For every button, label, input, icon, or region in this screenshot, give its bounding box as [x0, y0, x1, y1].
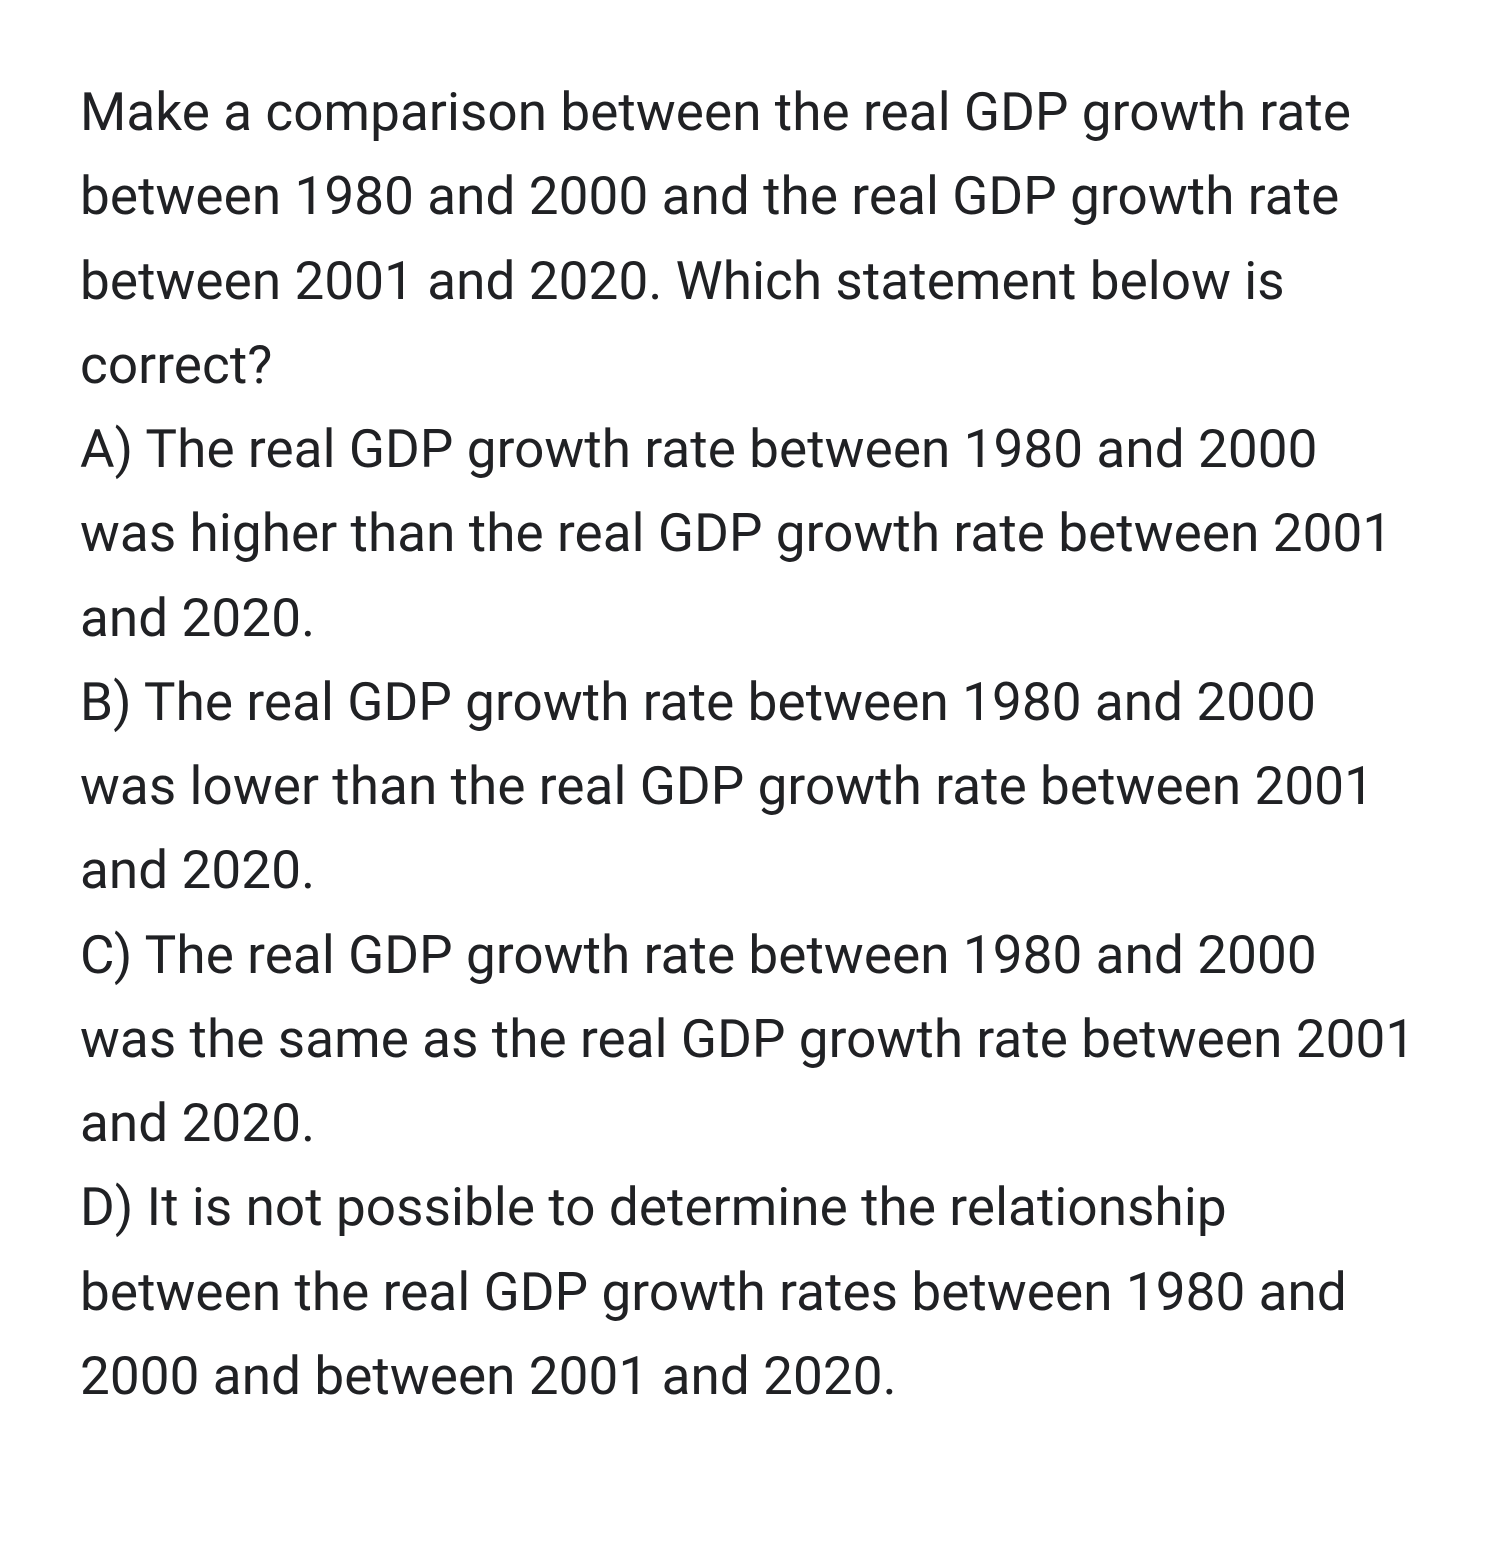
option-b: B) The real GDP growth rate between 1980… [80, 660, 1420, 913]
question-text: Make a comparison between the real GDP g… [80, 70, 1420, 407]
option-a: A) The real GDP growth rate between 1980… [80, 407, 1420, 660]
question-document: Make a comparison between the real GDP g… [0, 0, 1500, 1488]
option-c: C) The real GDP growth rate between 1980… [80, 913, 1420, 1166]
option-d: D) It is not possible to determine the r… [80, 1165, 1420, 1418]
question-block: Make a comparison between the real GDP g… [80, 70, 1420, 1418]
